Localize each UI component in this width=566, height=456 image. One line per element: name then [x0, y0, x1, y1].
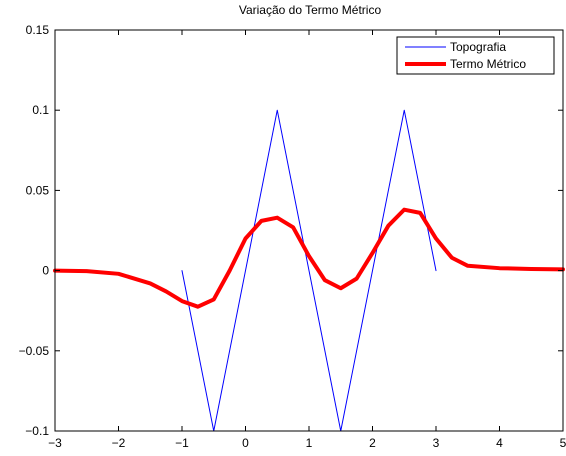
y-tick-label: 0.05 [26, 183, 50, 197]
legend-label-termo-metrico: Termo Métrico [450, 57, 526, 71]
legend-label-topografia: Topografia [450, 40, 506, 54]
x-tick-label: 3 [433, 436, 440, 450]
legend: Topografia Termo Métrico [396, 36, 555, 75]
x-tick-label: −1 [175, 436, 189, 450]
x-tick-label: 5 [560, 436, 566, 450]
x-tick-label: 0 [242, 436, 249, 450]
chart-title: Variação do Termo Métrico [239, 3, 382, 17]
y-tick-label: 0.1 [32, 103, 49, 117]
x-tick-label: 1 [306, 436, 313, 450]
y-tick-label: −0.1 [25, 424, 49, 438]
legend-box [396, 36, 555, 75]
x-tick-label: 4 [496, 436, 503, 450]
y-tick-label: 0.15 [26, 23, 50, 37]
x-tick-label: −2 [112, 436, 126, 450]
y-tick-label: −0.05 [19, 344, 50, 358]
plot-area-frame [54, 29, 564, 432]
x-tick-label: −3 [48, 436, 62, 450]
y-tick-label: 0 [42, 264, 49, 278]
x-tick-label: 2 [369, 436, 376, 450]
series-line-termo-metrico [53, 207, 565, 309]
series-line-topografia [181, 109, 437, 432]
